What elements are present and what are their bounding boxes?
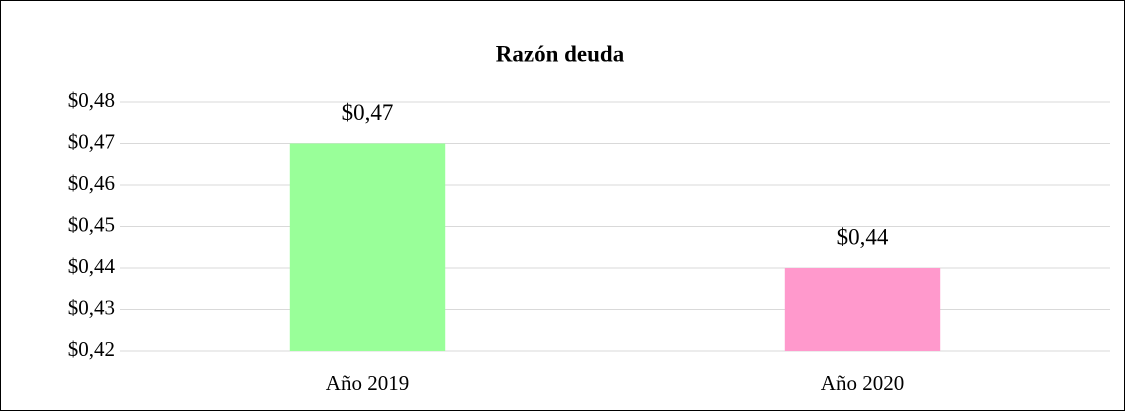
- y-tick-label: $0,44: [68, 254, 116, 278]
- bar: [289, 143, 446, 351]
- y-tick-label: $0,46: [68, 171, 115, 195]
- chart-title: Razón deuda: [496, 41, 625, 66]
- y-tick-label: $0,45: [68, 212, 115, 236]
- y-tick-label: $0,48: [68, 88, 115, 112]
- x-tick-label: Año 2020: [821, 371, 904, 395]
- y-tick-label: $0,43: [68, 295, 115, 319]
- x-tick-label: Año 2019: [326, 371, 409, 395]
- y-tick-label: $0,47: [68, 129, 115, 153]
- data-label: $0,44: [837, 224, 889, 249]
- data-label: $0,47: [342, 100, 394, 125]
- y-tick-label: $0,42: [68, 337, 115, 361]
- bar: [784, 268, 941, 351]
